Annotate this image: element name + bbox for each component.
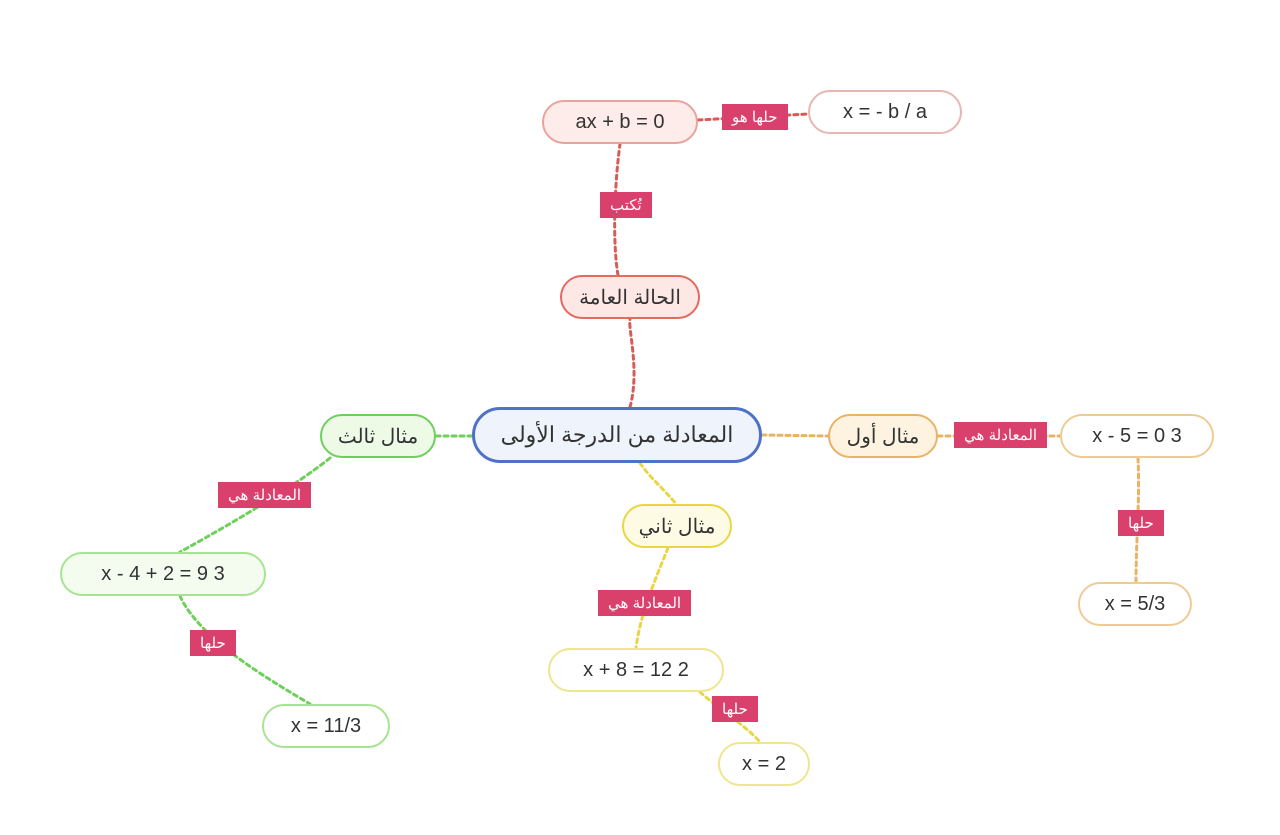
edge-label-general-ax_b: تُكتب [600,192,652,218]
edge-root-ex2 [640,463,676,504]
node-eq2: 2 x + 8 = 12 [548,648,724,692]
node-sol3: x = 11/3 [262,704,390,748]
node-eq1: 3 x - 5 = 0 [1060,414,1214,458]
node-general: الحالة العامة [560,275,700,319]
edge-label-ex1-eq1: المعادلة هي [954,422,1047,448]
edge-label-ex2-eq2: المعادلة هي [598,590,691,616]
edge-label-eq1-sol1: حلها [1118,510,1164,536]
node-ex1: مثال أول [828,414,938,458]
node-x_ba: x = - b / a [808,90,962,134]
node-sol2: x = 2 [718,742,810,786]
edge-label-ex3-eq3: المعادلة هي [218,482,311,508]
node-ex2: مثال ثاني [622,504,732,548]
edge-root-ex1 [762,435,828,436]
edge-root-general [630,319,634,407]
edge-label-eq3-sol3: حلها [190,630,236,656]
node-eq3: 3 x - 4 + 2 = 9 [60,552,266,596]
node-ax_b: ax + b = 0 [542,100,698,144]
edge-label-ax_b-x_ba: حلها هو [722,104,788,130]
node-root: المعادلة من الدرجة الأولى [472,407,762,463]
edge-label-eq2-sol2: حلها [712,696,758,722]
node-ex3: مثال ثالث [320,414,436,458]
node-sol1: x = 5/3 [1078,582,1192,626]
